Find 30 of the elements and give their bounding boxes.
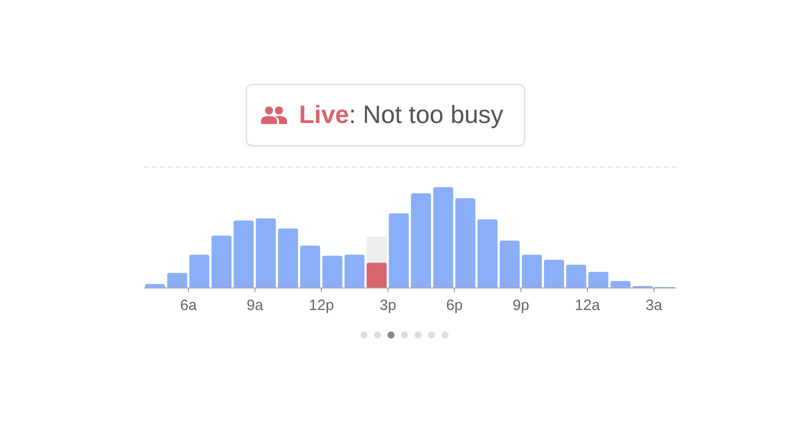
bar bbox=[433, 187, 454, 288]
bar bbox=[256, 218, 276, 288]
bar bbox=[544, 260, 564, 288]
bar bbox=[478, 219, 498, 288]
bar bbox=[588, 272, 608, 288]
bar bbox=[322, 256, 342, 288]
bar bbox=[566, 264, 586, 288]
bar bbox=[234, 220, 254, 288]
text: Live: Not too busy bbox=[299, 100, 504, 130]
bar bbox=[366, 262, 387, 288]
x-tick-label: 9a bbox=[246, 297, 264, 314]
bar bbox=[278, 228, 298, 288]
bar bbox=[455, 198, 476, 288]
bar bbox=[300, 246, 320, 288]
bar bbox=[344, 254, 364, 288]
x-tick-label: 3a bbox=[646, 297, 663, 314]
x-tick-label: 6p bbox=[446, 297, 463, 314]
bar bbox=[522, 254, 542, 288]
bar bbox=[411, 193, 431, 288]
x-tick-label: 9p bbox=[512, 297, 530, 314]
x-tick-label: 6a bbox=[180, 297, 198, 314]
bar bbox=[189, 254, 210, 288]
bar bbox=[212, 236, 232, 288]
bar bbox=[610, 280, 630, 288]
x-tick-label: 12p bbox=[308, 297, 334, 314]
bar bbox=[500, 240, 520, 288]
bar bbox=[388, 213, 409, 288]
bar bbox=[167, 272, 188, 288]
x-tick-label: 12a bbox=[574, 297, 601, 314]
x-tick-label: 3p bbox=[380, 297, 396, 314]
